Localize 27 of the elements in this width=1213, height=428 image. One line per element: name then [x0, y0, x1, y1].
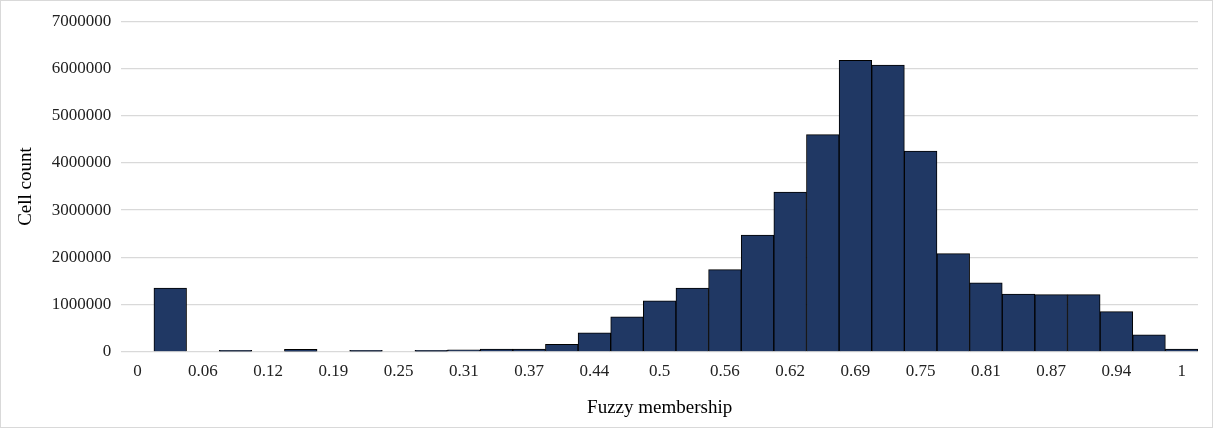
y-tick-label: 3000000 [51, 199, 112, 219]
x-tick-label: 0.44 [579, 361, 610, 381]
y-tick-label: 1000000 [51, 294, 112, 314]
x-tick-label: 1 [1177, 361, 1186, 381]
x-tick-label: 0.62 [775, 361, 806, 381]
x-tick-label: 0.25 [383, 361, 414, 381]
x-tick-label: 0.06 [187, 361, 218, 381]
x-tick-label: 0.87 [1036, 361, 1067, 381]
x-tick-label: 0.5 [649, 361, 671, 381]
y-tick-label: 7000000 [51, 10, 112, 30]
x-tick-label: 0.75 [905, 361, 936, 381]
y-tick-label: 4000000 [51, 152, 112, 172]
x-tick-label: 0.12 [253, 361, 283, 381]
x-tick-label: 0.37 [514, 361, 545, 381]
y-tick-label: 2000000 [51, 246, 112, 266]
x-tick-label: 0.19 [318, 361, 349, 381]
x-tick-label: 0.31 [449, 361, 479, 381]
x-tick-label: 0.69 [840, 361, 871, 381]
x-tick-label: 0 [133, 361, 142, 381]
y-tick-label: 0 [102, 341, 112, 361]
y-axis-title: Cell count [14, 146, 36, 226]
x-tick-label: 0.81 [971, 361, 1001, 381]
x-tick-label: 0.94 [1101, 361, 1132, 381]
x-tick-label: 0.56 [710, 361, 740, 381]
y-tick-label: 6000000 [51, 57, 112, 77]
x-axis-title: Fuzzy membership [587, 395, 733, 417]
y-tick-label: 5000000 [51, 105, 112, 125]
